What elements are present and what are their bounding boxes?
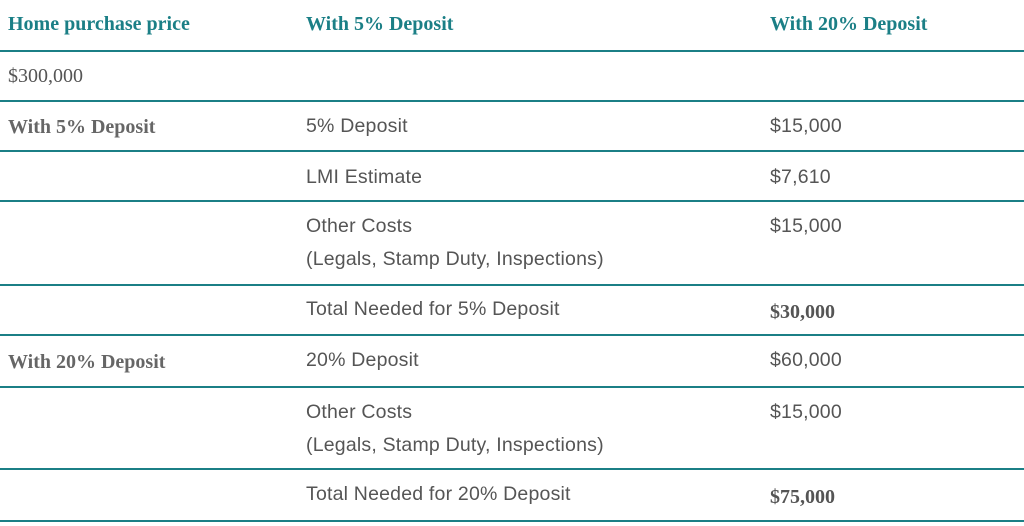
table-row: LMI Estimate $7,610: [0, 152, 1024, 200]
header-home-purchase-price: Home purchase price: [8, 13, 190, 35]
item-label: LMI Estimate: [306, 166, 423, 188]
item-amount: $15,000: [770, 115, 842, 137]
row-divider: [0, 468, 1024, 470]
row-divider: [0, 100, 1024, 102]
row-divider: [0, 284, 1024, 286]
total-label: Total Needed for 20% Deposit: [306, 483, 571, 505]
header-with-20-deposit: With 20% Deposit: [770, 13, 928, 35]
total-amount: $30,000: [770, 301, 835, 323]
header-with-5-deposit: With 5% Deposit: [306, 13, 454, 35]
total-amount: $75,000: [770, 486, 835, 508]
item-amount: $15,000: [770, 215, 842, 237]
item-amount: $7,610: [770, 166, 831, 188]
table-row: With 20% Deposit 20% Deposit $60,000: [0, 336, 1024, 386]
item-label-line1: Other Costs: [306, 401, 413, 423]
table-row: Total Needed for 5% Deposit $30,000: [0, 286, 1024, 334]
section-label-20-deposit: With 20% Deposit: [8, 351, 166, 373]
table-row: $300,000: [0, 52, 1024, 100]
item-label-line2: (Legals, Stamp Duty, Inspections): [306, 248, 604, 270]
row-divider: [0, 334, 1024, 336]
table-row: Other Costs (Legals, Stamp Duty, Inspect…: [0, 388, 1024, 468]
row-divider: [0, 386, 1024, 388]
table-header-row: Home purchase price With 5% Deposit With…: [0, 0, 1024, 50]
table-row: Total Needed for 20% Deposit $75,000: [0, 470, 1024, 520]
item-label-line2: (Legals, Stamp Duty, Inspections): [306, 434, 604, 456]
item-label: 5% Deposit: [306, 115, 408, 137]
item-label: Other Costs (Legals, Stamp Duty, Inspect…: [306, 401, 604, 457]
total-label: Total Needed for 5% Deposit: [306, 298, 560, 320]
table-row: With 5% Deposit 5% Deposit $15,000: [0, 102, 1024, 150]
item-label-line1: Other Costs: [306, 215, 413, 237]
header-divider: [0, 50, 1024, 52]
home-price-value: $300,000: [8, 65, 83, 87]
item-label: Other Costs (Legals, Stamp Duty, Inspect…: [306, 215, 604, 271]
row-divider: [0, 150, 1024, 152]
item-amount: $60,000: [770, 349, 842, 371]
item-label: 20% Deposit: [306, 349, 419, 371]
row-divider: [0, 200, 1024, 202]
table-row: Other Costs (Legals, Stamp Duty, Inspect…: [0, 202, 1024, 284]
item-amount: $15,000: [770, 401, 842, 423]
section-label-5-deposit: With 5% Deposit: [8, 116, 156, 138]
table-bottom-border: [0, 520, 1024, 522]
